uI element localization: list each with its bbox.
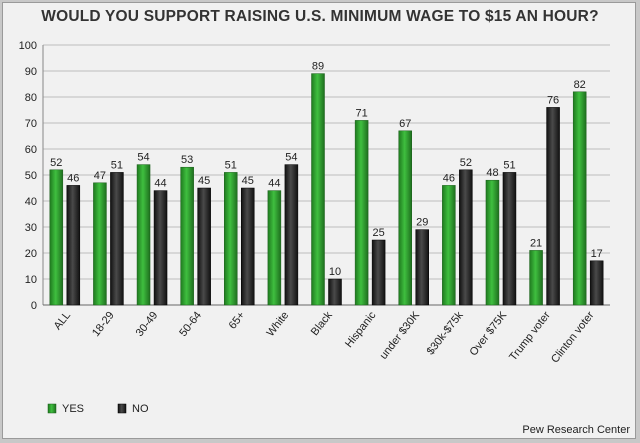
bar-no <box>110 172 124 306</box>
category-label: 18-29 <box>90 309 117 339</box>
bar-no <box>241 187 255 306</box>
bar-no <box>415 229 429 306</box>
bars <box>49 73 604 306</box>
y-tick-label: 70 <box>25 118 37 130</box>
bar-no <box>459 169 473 306</box>
category-labels: ALL 18-29 30-49 50-64 65+ White Black Hispanic u… <box>52 309 597 366</box>
y-tick-label: 60 <box>25 144 37 156</box>
y-tick-label: 50 <box>25 170 37 182</box>
bar-yes <box>49 169 64 306</box>
bar-yes <box>136 164 151 306</box>
bar-no <box>197 187 211 306</box>
value-label: 82 <box>574 79 586 91</box>
bar-no <box>589 260 604 306</box>
y-tick-label: 100 <box>19 40 37 52</box>
category-label: $30k-$75k <box>425 309 466 357</box>
value-label: 54 <box>285 152 297 164</box>
value-label: 51 <box>111 159 123 171</box>
category-label: White <box>264 309 291 339</box>
y-tick-label: 90 <box>25 66 37 78</box>
category-label: Trump voter <box>507 309 553 363</box>
value-label: 47 <box>94 170 106 182</box>
y-axis: 0 10 20 30 40 50 60 70 80 90 100 <box>19 40 610 312</box>
value-label: 48 <box>486 167 498 179</box>
value-label: 44 <box>154 178 166 190</box>
bar-no <box>328 278 342 306</box>
bar-yes <box>224 172 238 306</box>
value-label: 51 <box>503 159 515 171</box>
y-tick-label: 10 <box>25 274 37 286</box>
y-tick-label: 0 <box>31 300 37 312</box>
grid-lines <box>43 44 610 306</box>
bar-yes <box>529 250 543 306</box>
value-label: 53 <box>181 154 193 166</box>
bar-yes <box>442 185 456 306</box>
bar-yes <box>180 166 194 306</box>
chart-title: WOULD YOU SUPPORT RAISING U.S. MINIMUM W… <box>41 8 599 25</box>
legend-label-yes: YES <box>62 403 84 415</box>
value-label: 46 <box>443 172 455 184</box>
value-label: 29 <box>416 217 428 229</box>
category-label: ALL <box>52 309 74 332</box>
bar-yes <box>572 91 587 306</box>
legend-swatch-yes <box>47 403 57 414</box>
value-label: 71 <box>355 107 367 119</box>
y-tick-label: 20 <box>25 248 37 260</box>
value-label: 25 <box>372 227 384 239</box>
value-labels: 52 46 47 51 54 44 53 45 51 45 44 54 89 10 71 25 67 29 46 52… <box>50 61 603 278</box>
value-label: 52 <box>50 157 62 169</box>
bar-no <box>66 185 81 306</box>
value-label: 45 <box>242 175 254 187</box>
value-label: 54 <box>137 152 149 164</box>
bar-yes <box>93 182 107 306</box>
y-tick-label: 30 <box>25 222 37 234</box>
value-label: 45 <box>198 175 210 187</box>
value-label: 46 <box>67 172 79 184</box>
category-label: Over $75K <box>467 309 509 358</box>
category-label: Black <box>309 309 335 338</box>
bar-no <box>153 190 168 306</box>
category-label: Clinton voter <box>549 309 597 365</box>
y-tick-label: 40 <box>25 196 37 208</box>
legend-label-no: NO <box>132 403 149 415</box>
bar-no <box>502 172 517 306</box>
value-label: 10 <box>329 266 341 278</box>
value-label: 44 <box>268 178 280 190</box>
legend-swatch-no <box>117 403 127 414</box>
value-label: 17 <box>591 248 603 260</box>
y-tick-label: 80 <box>25 92 37 104</box>
bar-yes <box>267 190 282 306</box>
value-label: 51 <box>225 159 237 171</box>
value-label: 67 <box>399 118 411 130</box>
bar-yes <box>354 120 369 306</box>
bar-no <box>546 107 560 306</box>
value-label: 52 <box>460 157 472 169</box>
bar-yes <box>311 73 325 306</box>
category-label: 30-49 <box>134 309 161 339</box>
bar-yes <box>398 130 412 306</box>
value-label: 76 <box>547 94 559 106</box>
category-label: Hispanic <box>343 309 379 350</box>
source-note: Pew Research Center <box>522 424 630 436</box>
category-label: under $30K <box>378 309 423 362</box>
value-label: 21 <box>530 237 542 249</box>
category-label: 50-64 <box>177 309 204 339</box>
bar-no <box>284 164 299 306</box>
category-label: 65+ <box>227 309 248 331</box>
legend: YES NO <box>47 403 149 415</box>
bar-no <box>371 239 386 306</box>
value-label: 89 <box>312 61 324 73</box>
bar-yes <box>485 179 500 306</box>
